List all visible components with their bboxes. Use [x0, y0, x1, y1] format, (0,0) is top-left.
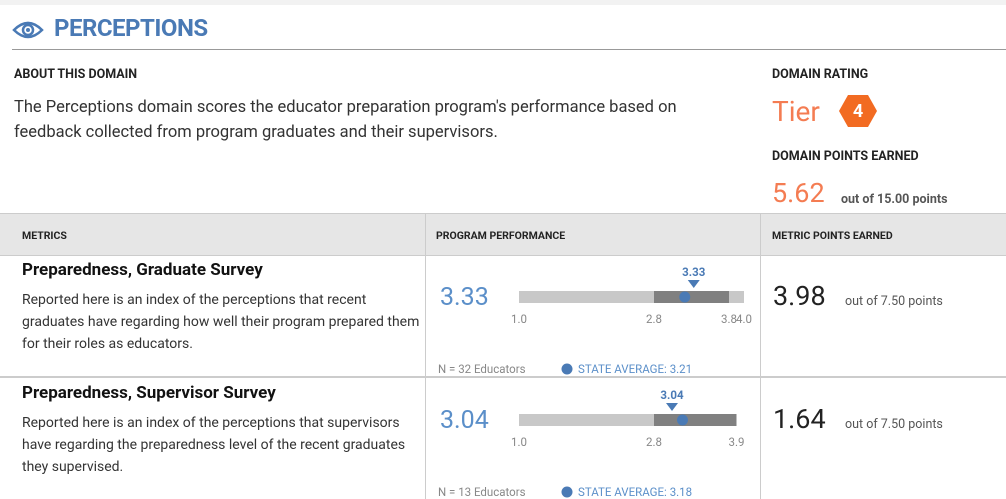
state-average-value: 3.18 — [670, 485, 692, 499]
range-band — [654, 414, 737, 426]
title-rule — [12, 49, 1006, 50]
rating-heading: DOMAIN RATING — [772, 67, 869, 82]
eye-icon — [12, 21, 44, 39]
state-average-label: STATE AVERAGE: — [578, 485, 667, 499]
scale-tick-label: 1.0 — [511, 435, 527, 449]
row-divider — [0, 376, 1006, 378]
metric-points: 3.98 — [773, 280, 826, 312]
scale-tick-label: 3.8 — [721, 312, 737, 326]
state-average-dot — [677, 414, 688, 426]
points-heading: DOMAIN POINTS EARNED — [772, 149, 919, 164]
table-header — [0, 213, 1006, 256]
state-average-legend: STATE AVERAGE: 3.18 — [578, 485, 692, 499]
score-marker — [687, 280, 700, 288]
scale-tick-label: 2.8 — [646, 312, 662, 326]
scale-tick-label: 1.0 — [511, 312, 527, 326]
state-average-value: 3.21 — [670, 362, 692, 376]
tier-badge: 4 — [839, 95, 877, 127]
program-score: 3.33 — [440, 283, 489, 312]
title: PERCEPTIONS — [54, 14, 208, 42]
score-marker — [666, 403, 678, 411]
column-header: METRICS — [22, 229, 67, 242]
metric-description: Reported here is an index of the percept… — [22, 415, 406, 475]
educator-count: N = 13 Educators — [438, 485, 526, 499]
tier-label: Tier — [772, 95, 820, 128]
column-header: PROGRAM PERFORMANCE — [436, 229, 566, 242]
metric-name: Preparedness, Graduate Survey — [22, 260, 263, 280]
about-heading: ABOUT THIS DOMAIN — [14, 67, 138, 82]
score-marker-label: 3.04 — [660, 388, 684, 402]
state-average-legend-dot — [561, 363, 573, 375]
about-text: The Perceptions domain scores the educat… — [14, 98, 677, 142]
state-average-legend-dot — [561, 486, 573, 498]
metric-points: 1.64 — [773, 403, 826, 435]
metric-name: Preparedness, Supervisor Survey — [22, 383, 276, 403]
program-score: 3.04 — [440, 406, 489, 435]
scale-tick-label: 4.0 — [736, 312, 752, 326]
state-average-dot — [679, 291, 691, 303]
scale-tick-label: 2.8 — [646, 435, 662, 449]
metric-description: Reported here is an index of the percept… — [22, 292, 420, 352]
tier-value: 4 — [853, 101, 863, 122]
educator-count: N = 32 Educators — [438, 362, 526, 376]
column-header: METRIC POINTS EARNED — [772, 229, 893, 242]
score-marker-label: 3.33 — [682, 265, 706, 279]
top-strip — [0, 0, 1006, 5]
range-band — [654, 291, 729, 303]
column-divider — [760, 213, 761, 499]
domain-points-note: out of 15.00 points — [841, 192, 948, 207]
scale-tick-label: 3.9 — [729, 435, 745, 449]
column-divider — [425, 213, 426, 499]
state-average-label: STATE AVERAGE: — [578, 362, 667, 376]
domain-points: 5.62 — [772, 177, 825, 209]
metric-points-note: out of 7.50 points — [845, 417, 943, 432]
state-average-legend: STATE AVERAGE: 3.21 — [578, 362, 692, 376]
metric-points-note: out of 7.50 points — [845, 294, 943, 309]
